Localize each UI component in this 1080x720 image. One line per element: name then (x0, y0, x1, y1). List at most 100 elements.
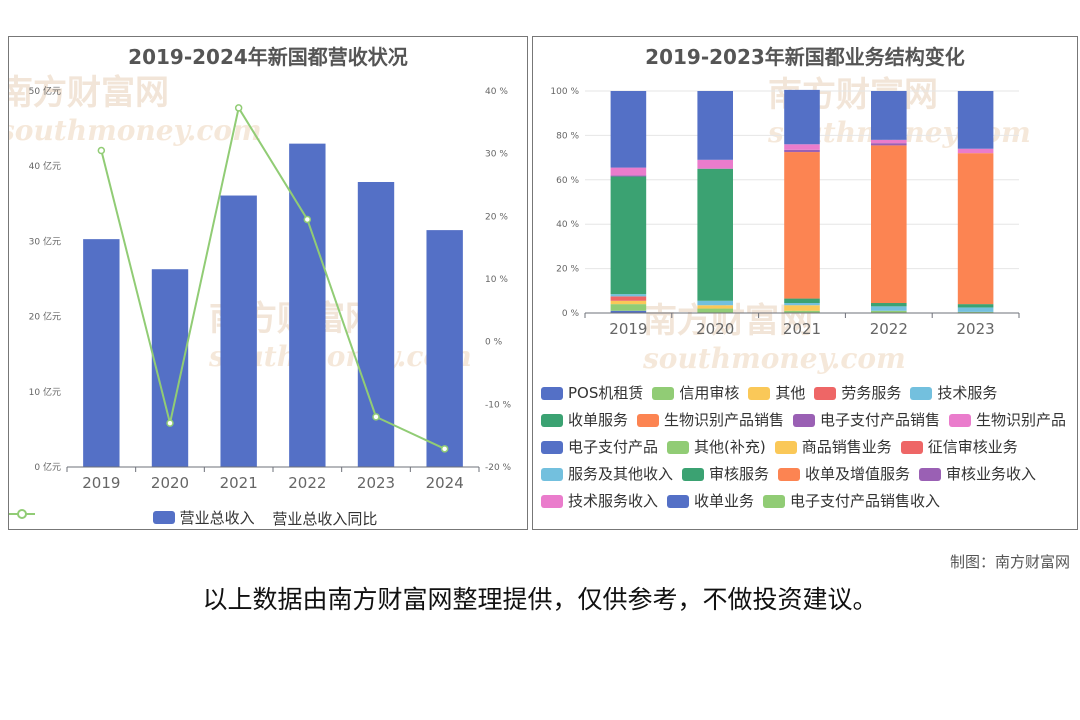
x-tick-label: 2023 (957, 320, 995, 338)
legend-label: 审核业务收入 (946, 465, 1037, 483)
y-left-tick-label: 0 亿元 (34, 461, 61, 473)
revenue-chart: 0 亿元 10 亿元 20 亿元 30 亿元 40 亿元 50 亿元 -20 % -10 % 0… (29, 85, 512, 492)
y-left-tick-label: 10 亿元 (29, 386, 61, 398)
legend-swatch (774, 441, 797, 454)
stacked-bar-segment (697, 91, 733, 160)
legend-label: 生物识别产品 (976, 411, 1067, 429)
y-right-tick-label: 10 % (485, 275, 508, 285)
legend-item[interactable]: 征信审核业务 (900, 435, 1018, 460)
legend-label: 征信审核业务 (927, 438, 1018, 456)
y-right-tick-label: 30 % (485, 150, 508, 160)
legend-item[interactable]: POS机租赁 (541, 381, 643, 406)
legend-swatch (541, 468, 563, 481)
legend-swatch (763, 495, 786, 508)
stacked-bar-segment (697, 168, 733, 301)
legend-item[interactable]: 其他 (748, 381, 805, 406)
line-yoy-point (372, 413, 380, 421)
legend-label: 其他(补充) (694, 438, 766, 456)
legend-item[interactable]: 收单服务 (541, 408, 628, 433)
legend-label: 劳务服务 (841, 384, 902, 402)
legend-label: 技术服务 (937, 384, 998, 402)
bar-revenue (83, 239, 120, 467)
chart-legend: POS机租赁 信用审核 其他 劳务服务 技术服务 收单服务 生物识别产品销售 电子支付产品销售… (541, 381, 1077, 516)
y-tick-label: 0 % (562, 309, 580, 319)
legend-item[interactable]: 审核服务 (682, 462, 769, 487)
stacked-bar-segment (697, 305, 733, 309)
y-left-tick-label: 20 亿元 (29, 311, 61, 323)
y-tick-label: 20 % (556, 265, 579, 275)
line-yoy-point (234, 104, 243, 112)
legend-item[interactable]: 其他(补充) (667, 435, 766, 460)
x-tick-label: 2019 (609, 320, 647, 338)
legend-label: 电子支付产品销售 (820, 411, 941, 429)
stacked-bar-segment (957, 148, 994, 154)
stacked-bar-segment (871, 139, 907, 144)
stacked-bar-segment (957, 311, 994, 313)
stacked-bar-segment (784, 303, 820, 306)
legend-item[interactable]: 技术服务 (910, 381, 997, 406)
y-right-tick-label: 0 % (485, 338, 503, 348)
legend-item[interactable]: 信用审核 (652, 381, 739, 406)
x-tick-label: 2021 (783, 320, 821, 338)
bar-revenue (220, 195, 257, 467)
legend-swatch (814, 387, 837, 400)
stacked-bar-segment (610, 296, 647, 301)
legend-label: 营业总收入同比 (272, 510, 378, 528)
stacked-bar-segment (957, 153, 994, 305)
legend-item[interactable]: 商品销售业务 (774, 435, 892, 460)
legend-swatch (949, 414, 972, 427)
y-right-tick-label: -20 % (485, 463, 512, 473)
legend-swatch (778, 468, 801, 481)
line-yoy-point (440, 445, 449, 453)
legend-item[interactable]: 电子支付产品 (541, 435, 658, 460)
x-tick-label: 2020 (696, 320, 734, 338)
legend-label: 收单服务 (568, 411, 629, 429)
legend-item[interactable]: 劳务服务 (814, 381, 901, 406)
y-left-tick-label: 50 亿元 (29, 85, 61, 97)
stacked-bar-segment (871, 310, 907, 313)
x-tick-label: 2019 (82, 474, 120, 492)
revenue-chart-panel: 南方财富网 southmoney.com 南方财富网 southmoney.co… (8, 36, 528, 530)
x-tick-label: 2024 (426, 474, 464, 492)
stacked-bar-segment (784, 305, 820, 311)
chart-legend: 营业总收入 营业总收入同比 (9, 507, 527, 529)
legend-label: 其他 (775, 384, 806, 402)
stacked-bar-segment (610, 176, 647, 295)
stacked-bar-segment (871, 91, 907, 140)
legend-swatch (637, 414, 660, 427)
legend-item[interactable]: 电子支付产品销售收入 (763, 489, 940, 514)
legend-item[interactable]: 电子支付产品销售 (793, 408, 940, 433)
stacked-bar-segment (697, 300, 733, 306)
legend-item[interactable]: 收单业务 (667, 489, 754, 514)
y-tick-label: 100 % (550, 87, 579, 97)
y-right-tick-label: -10 % (485, 400, 512, 410)
stacked-bar-segment (784, 89, 820, 145)
legend-item[interactable]: 生物识别产品 (949, 408, 1066, 433)
legend-item[interactable]: 生物识别产品销售 (637, 408, 784, 433)
line-yoy-point (166, 419, 174, 427)
legend-swatch (541, 441, 563, 454)
legend-label: 电子支付产品销售收入 (790, 492, 941, 510)
x-tick-label: 2022 (288, 474, 326, 492)
legend-swatch (793, 414, 816, 427)
legend-swatch (919, 468, 942, 481)
legend-swatch (541, 387, 563, 400)
stacked-bar-segment (784, 298, 820, 304)
legend-item-revenue[interactable]: 营业总收入 (152, 507, 255, 528)
disclaimer-text: 以上数据由南方财富网整理提供，仅供参考，不做投资建议。 (202, 585, 878, 614)
stacked-bar-segment (871, 303, 907, 307)
stacked-bar-segment (610, 91, 647, 168)
line-yoy-point (97, 146, 106, 155)
legend-label: POS机租赁 (568, 384, 644, 402)
legend-label: 生物识别产品销售 (664, 411, 785, 429)
y-tick-label: 60 % (556, 176, 579, 186)
stacked-bar-segment (610, 300, 647, 305)
legend-swatch-bar (152, 511, 175, 524)
legend-item[interactable]: 服务及其他收入 (541, 462, 673, 487)
stacked-bar-segment (871, 145, 907, 304)
legend-item-yoy[interactable]: 营业总收入同比 (9, 508, 378, 529)
bar-revenue (426, 230, 463, 467)
legend-item[interactable]: 收单及增值服务 (778, 462, 910, 487)
legend-item[interactable]: 技术服务收入 (541, 489, 658, 514)
legend-item[interactable]: 审核业务收入 (919, 462, 1036, 487)
